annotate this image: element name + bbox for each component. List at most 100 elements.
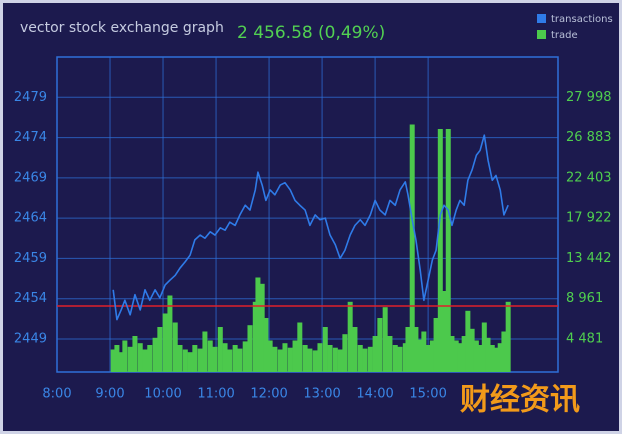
trade-bar: [337, 349, 343, 372]
trade-bar: [473, 340, 479, 372]
trade-bar: [187, 352, 193, 372]
trade-bar: [342, 334, 348, 372]
y-tick-label: 2459: [14, 251, 47, 266]
trade-bar: [114, 345, 120, 372]
trade-bar: [132, 336, 138, 372]
x-tick-label: 10:00: [144, 387, 181, 402]
trade-bar: [409, 124, 415, 372]
trade-bar: [110, 349, 116, 372]
trade-bar: [347, 301, 353, 372]
trade-bar: [425, 345, 431, 372]
y-tick-label: 2454: [14, 291, 47, 306]
trade-bar: [177, 345, 183, 372]
y2-tick-label: 4 481: [566, 331, 603, 346]
price-label: 2 456.58: [237, 23, 313, 43]
y-tick-label: 2479: [14, 90, 47, 105]
trade-bar: [247, 325, 253, 372]
trade-bar: [263, 318, 269, 372]
trade-bar: [167, 295, 173, 372]
y2-tick-label: 13 442: [566, 251, 612, 266]
y2-tick-label: 17 922: [566, 211, 612, 226]
y2-tick-label: 22 403: [566, 170, 612, 185]
y2-tick-label: 27 998: [566, 90, 612, 105]
y-tick-label: 2469: [14, 170, 47, 185]
trade-bar: [327, 345, 333, 372]
price-line: [112, 134, 509, 321]
trade-bar: [182, 349, 188, 372]
trade-bar: [405, 327, 411, 372]
trade-bar: [453, 340, 459, 372]
trade-bar: [372, 336, 378, 372]
trade-bar: [162, 313, 168, 372]
watermark: 财经资讯: [460, 383, 580, 418]
trade-bar: [259, 283, 265, 372]
x-tick-label: 8:00: [42, 387, 71, 402]
trade-bar: [302, 345, 308, 372]
trade-bar: [417, 339, 423, 372]
trade-bar: [312, 350, 318, 372]
trade-bar: [277, 349, 283, 372]
trade-bar: [252, 301, 258, 372]
trade-bar: [157, 327, 163, 372]
y-tick-label: 2464: [14, 211, 47, 226]
trade-bar: [441, 291, 447, 372]
y-tick-label: 2449: [14, 331, 47, 346]
trade-bar: [367, 346, 373, 372]
trade-bar: [497, 343, 503, 372]
y2-tick-label: 26 883: [566, 130, 612, 145]
trade-bar: [292, 340, 298, 372]
trade-bar: [362, 348, 368, 372]
legend-label: trade: [551, 30, 578, 41]
trade-bar: [465, 310, 471, 372]
trade-bar: [477, 345, 483, 372]
trade-bar: [437, 129, 443, 372]
trade-bar: [227, 349, 233, 372]
trade-bar: [377, 318, 383, 372]
y2-tick-label: 8 961: [566, 291, 603, 306]
trade-bar: [152, 337, 158, 372]
trade-bar: [207, 340, 213, 372]
trade-bar: [212, 346, 218, 372]
trade-bar: [147, 345, 153, 372]
trade-bar: [493, 347, 499, 372]
trade-bar: [297, 322, 303, 372]
trade-bar: [232, 345, 238, 372]
trade-bar: [485, 337, 491, 372]
x-tick-label: 11:00: [197, 387, 234, 402]
trade-bar: [197, 348, 203, 372]
trade-bar: [357, 345, 363, 372]
trade-bar: [272, 346, 278, 372]
trade-bar: [387, 336, 393, 372]
trade-bar: [307, 348, 313, 372]
legend-swatch: [537, 30, 546, 39]
trade-bar: [433, 318, 439, 372]
trade-bar: [461, 336, 467, 372]
trade-bar: [137, 343, 143, 372]
legend-swatch: [537, 14, 546, 23]
legend-label: transactions: [551, 14, 613, 25]
trade-bar: [172, 322, 178, 372]
trade-bar: [481, 322, 487, 372]
trade-bar: [118, 352, 124, 372]
trade-bar: [392, 345, 398, 372]
trade-bar: [222, 343, 228, 372]
trade-bar: [501, 331, 507, 372]
trade-bar: [287, 347, 293, 372]
trade-bar: [352, 327, 358, 372]
trade-bar: [322, 327, 328, 372]
chart-title: vector stock exchange graph: [20, 20, 224, 36]
trade-bar: [217, 327, 223, 372]
trade-bar: [421, 331, 427, 372]
trade-bar: [317, 343, 323, 372]
trade-bar: [242, 341, 248, 372]
trade-bar: [142, 349, 148, 372]
trade-bar: [282, 343, 288, 372]
trade-bar: [127, 346, 133, 372]
trade-bar: [382, 307, 388, 372]
trade-bar: [122, 340, 128, 372]
trade-bar: [255, 277, 261, 372]
trade-bar: [402, 343, 408, 372]
x-tick-label: 9:00: [95, 387, 124, 402]
